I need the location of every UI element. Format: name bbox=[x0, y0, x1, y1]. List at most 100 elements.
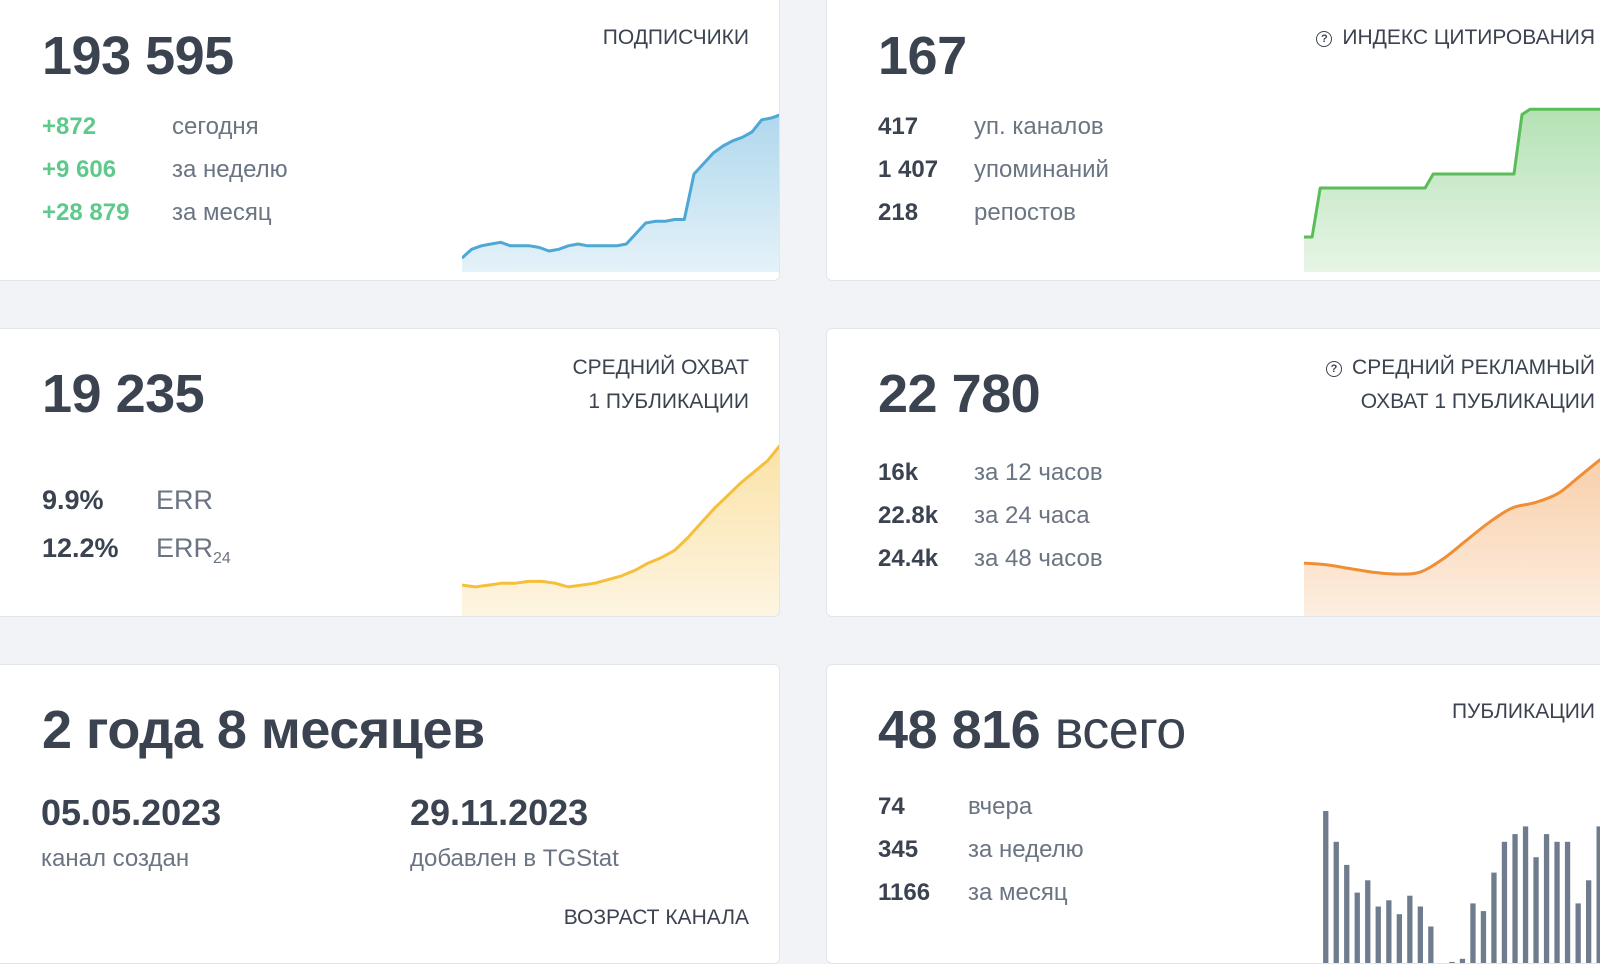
help-icon[interactable]: ? bbox=[1326, 361, 1342, 377]
ad-reach-title-line-1: СРЕДНИЙ РЕКЛАМНЫЙ bbox=[1352, 356, 1595, 379]
posts-bar bbox=[1533, 857, 1538, 964]
help-icon[interactable]: ? bbox=[1316, 31, 1332, 47]
reach-title-line-2: 1 ПУБЛИКАЦИИ bbox=[573, 385, 750, 419]
added-block: 29.11.2023 добавлен в TGStat bbox=[410, 795, 619, 873]
channel-age-card[interactable]: 2 года 8 месяцев 05.05.2023 канал создан… bbox=[0, 664, 780, 964]
stat-label: ERR24 bbox=[156, 524, 231, 583]
posts-bar bbox=[1502, 842, 1507, 964]
ad-reach-title: ? СРЕДНИЙ РЕКЛАМНЫЙ ОХВАТ 1 ПУБЛИКАЦИИ bbox=[1326, 351, 1595, 419]
stat-value: 9.9% bbox=[42, 476, 156, 524]
stat-value: 12.2% bbox=[42, 524, 156, 572]
posts-bar bbox=[1565, 842, 1570, 964]
citation-title-text: ИНДЕКС ЦИТИРОВАНИЯ bbox=[1342, 26, 1595, 49]
stat-label-text: за неделю bbox=[172, 156, 288, 183]
stat-value: 24.4k bbox=[878, 537, 974, 580]
posts-bar bbox=[1470, 903, 1475, 964]
posts-bar bbox=[1344, 865, 1349, 964]
stat-value: 74 bbox=[878, 785, 968, 828]
reach-chart bbox=[462, 429, 780, 617]
stat-label: за 24 часа bbox=[974, 494, 1090, 537]
citation-chart bbox=[1304, 91, 1600, 272]
posts-bar bbox=[1554, 842, 1559, 964]
posts-bar bbox=[1376, 907, 1381, 964]
stat-label: за 12 часов bbox=[974, 451, 1103, 494]
posts-bar bbox=[1597, 826, 1600, 964]
added-label: добавлен в TGStat bbox=[410, 845, 619, 873]
posts-bar bbox=[1576, 903, 1581, 964]
stat-label-sub: 24 bbox=[213, 550, 231, 567]
stat-row: 12.2%ERR24 bbox=[42, 524, 231, 572]
stat-value: 1166 bbox=[878, 871, 968, 914]
posts-bar bbox=[1428, 927, 1433, 964]
chart-area bbox=[462, 444, 780, 617]
channel-age-title: ВОЗРАСТ КАНАЛА bbox=[564, 901, 749, 935]
added-date: 29.11.2023 bbox=[410, 795, 619, 831]
ad-reach-card[interactable]: 22 780 ? СРЕДНИЙ РЕКЛАМНЫЙ ОХВАТ 1 ПУБЛИК… bbox=[826, 328, 1600, 617]
stat-label-text: за месяц bbox=[968, 879, 1068, 906]
posts-bar bbox=[1491, 873, 1496, 964]
posts-bar bbox=[1323, 811, 1328, 964]
stat-label-text: за месяц bbox=[172, 199, 272, 226]
reach-card[interactable]: 19 235 СРЕДНИЙ ОХВАТ 1 ПУБЛИКАЦИИ 9.9%ER… bbox=[0, 328, 780, 617]
posts-bar bbox=[1460, 959, 1465, 964]
posts-bar bbox=[1481, 911, 1486, 964]
citation-index-value: 167 bbox=[878, 29, 967, 83]
stat-label-text: упоминаний bbox=[974, 156, 1109, 183]
stat-label-text: ERR bbox=[156, 485, 213, 515]
posts-total: 48 816 всего bbox=[878, 703, 1186, 757]
stat-label-text: уп. каналов bbox=[974, 113, 1104, 140]
stat-value: 1 407 bbox=[878, 148, 974, 191]
posts-total-suffix: всего bbox=[1055, 700, 1186, 760]
subscribers-count: 193 595 bbox=[42, 29, 234, 83]
ad-reach-value: 22 780 bbox=[878, 367, 1040, 421]
created-date: 05.05.2023 bbox=[41, 795, 221, 831]
stat-label-text: за 12 часов bbox=[974, 459, 1103, 486]
posts-title: ПУБЛИКАЦИИ bbox=[1452, 695, 1595, 729]
posts-bar bbox=[1407, 896, 1412, 964]
stat-label: за месяц bbox=[968, 871, 1068, 914]
posts-bar bbox=[1334, 842, 1339, 964]
posts-chart bbox=[1322, 805, 1600, 964]
posts-total-value: 48 816 bbox=[878, 700, 1040, 760]
ad-reach-chart bbox=[1304, 429, 1600, 617]
stat-label-text: за неделю bbox=[968, 836, 1084, 863]
posts-bar bbox=[1386, 900, 1391, 964]
posts-bar bbox=[1355, 893, 1360, 964]
stat-value: 22.8k bbox=[878, 494, 974, 537]
stat-row: 9.9%ERR bbox=[42, 476, 231, 524]
posts-bar bbox=[1523, 826, 1528, 964]
created-label: канал создан bbox=[41, 845, 221, 873]
stat-label: за месяц bbox=[172, 191, 272, 234]
chart-area bbox=[1304, 442, 1600, 617]
subscribers-chart bbox=[462, 91, 780, 272]
stat-label: за неделю bbox=[968, 828, 1084, 871]
posts-bar bbox=[1418, 907, 1423, 964]
stat-label: уп. каналов bbox=[974, 105, 1104, 148]
subscribers-title: ПОДПИСЧИКИ bbox=[603, 21, 749, 55]
stat-label-text: за 48 часов bbox=[974, 545, 1103, 572]
stat-label: за 48 часов bbox=[974, 537, 1103, 580]
stat-value: +9 606 bbox=[42, 148, 172, 191]
citation-title: ? ИНДЕКС ЦИТИРОВАНИЯ bbox=[1316, 21, 1595, 55]
stat-label-text: сегодня bbox=[172, 113, 259, 140]
chart-area bbox=[462, 115, 780, 273]
posts-bar bbox=[1397, 914, 1402, 964]
ad-reach-title-line-2: ОХВАТ 1 ПУБЛИКАЦИИ bbox=[1326, 385, 1595, 419]
